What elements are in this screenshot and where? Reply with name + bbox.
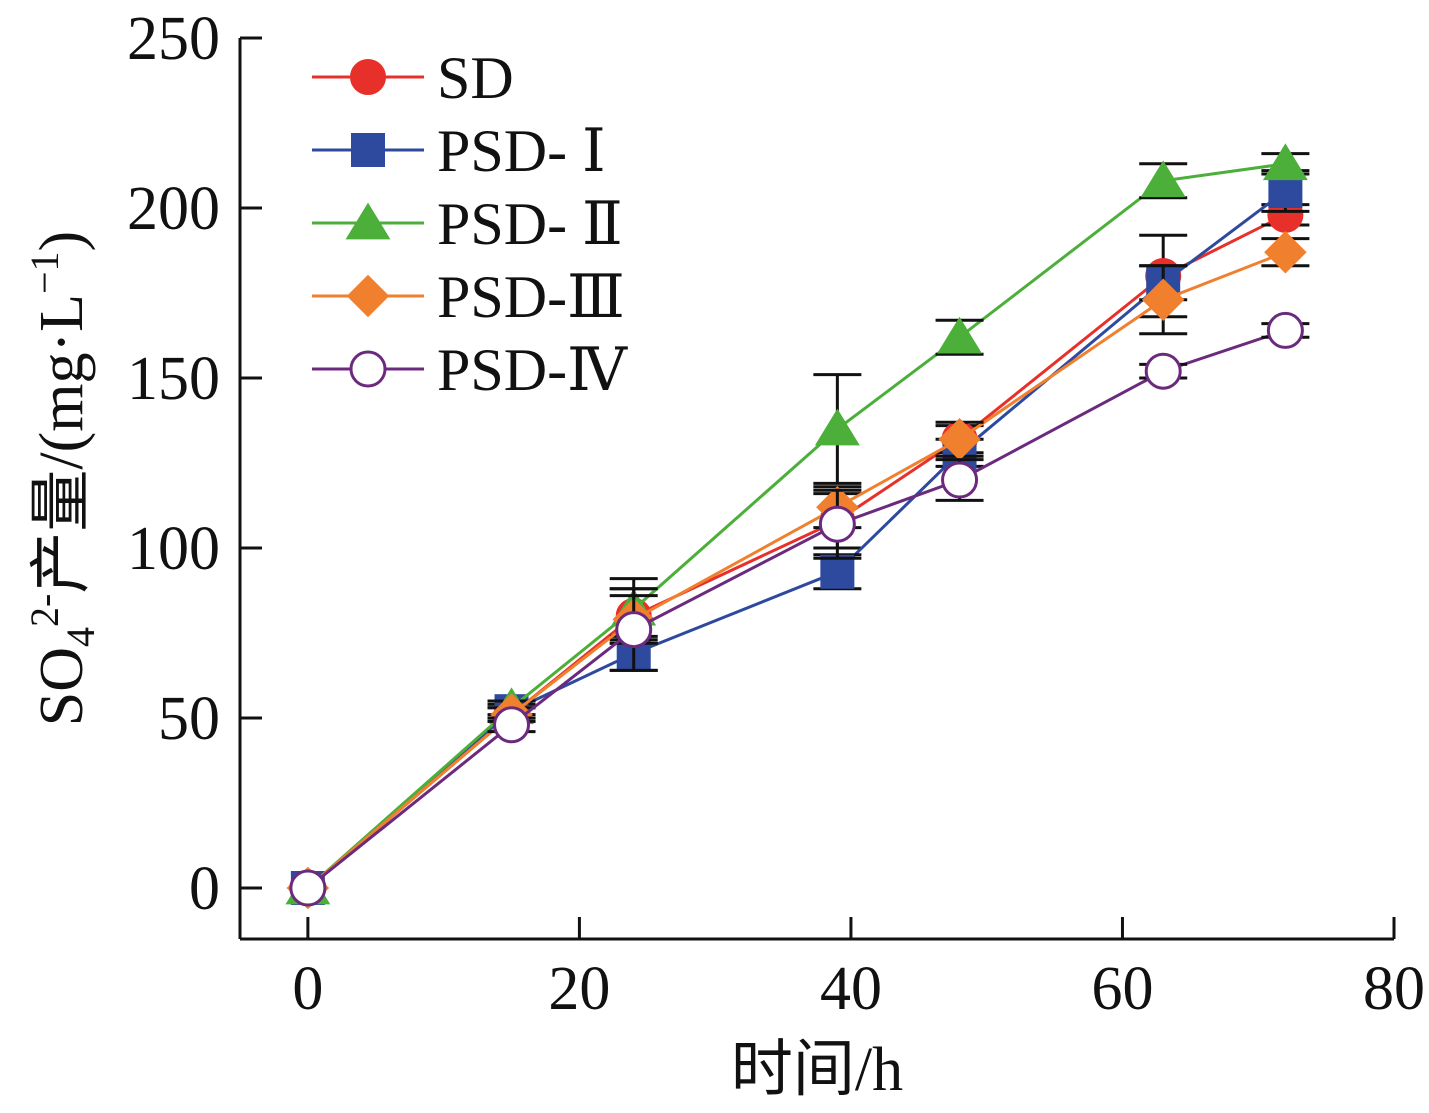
series-5 xyxy=(289,311,1310,907)
data-point xyxy=(818,505,856,543)
axes xyxy=(238,38,1394,941)
y-tick-label: 250 xyxy=(127,5,220,73)
legend-marker xyxy=(350,59,386,95)
x-tick-label: 60 xyxy=(1091,955,1153,1023)
y-axis-title-sup: 2- xyxy=(22,594,67,627)
y-tick-label: 100 xyxy=(127,515,220,583)
series-line xyxy=(306,328,1286,890)
y-axis-title-close: ) xyxy=(28,231,96,252)
legend: SD PSD- Ⅰ PSD- Ⅱ PSD-Ⅲ PSD-Ⅳ xyxy=(312,45,628,403)
legend-entry-3: PSD- Ⅱ xyxy=(312,191,623,257)
series-3 xyxy=(285,143,1310,905)
x-tick-label: 40 xyxy=(820,955,882,1023)
y-axis-title: SO42-产量/(mg·L−1) xyxy=(22,231,103,726)
series-4 xyxy=(286,230,1310,910)
data-point xyxy=(820,554,855,589)
data-point xyxy=(938,417,981,461)
data-point xyxy=(1141,278,1185,322)
series-layer xyxy=(285,143,1310,910)
legend-label: PSD-Ⅳ xyxy=(437,337,628,403)
data-point xyxy=(493,706,531,744)
ticks: 0 50 100 150 200 250 0 20 40 60 80 xyxy=(127,5,1425,1023)
y-tick-label: 50 xyxy=(158,685,220,753)
data-point xyxy=(941,461,979,499)
legend-marker xyxy=(346,274,390,318)
y-axis-title-base: SO xyxy=(28,647,96,726)
data-point xyxy=(814,408,860,446)
legend-label: SD xyxy=(437,45,514,111)
x-axis-title: 时间/h xyxy=(731,1036,903,1104)
legend-entry-1: SD xyxy=(312,45,514,111)
data-point xyxy=(1262,143,1308,181)
data-point xyxy=(937,316,982,354)
legend-entry-5: PSD-Ⅳ xyxy=(312,337,628,403)
x-tick-label: 80 xyxy=(1363,955,1425,1023)
data-point xyxy=(1144,352,1182,390)
legend-marker xyxy=(351,133,385,167)
data-point xyxy=(1264,230,1307,274)
legend-marker xyxy=(349,350,387,388)
data-point xyxy=(289,869,327,907)
legend-label: PSD- Ⅰ xyxy=(437,118,606,184)
legend-marker xyxy=(345,202,391,240)
y-axis-title-sub: 4 xyxy=(58,627,103,647)
x-tick-label: 20 xyxy=(548,955,610,1023)
data-point xyxy=(615,611,653,649)
y-tick-label: 150 xyxy=(127,345,220,413)
legend-label: PSD-Ⅲ xyxy=(437,264,625,330)
y-tick-label: 0 xyxy=(189,855,220,923)
data-point xyxy=(1266,311,1304,349)
y-axis-title-sup2: −1 xyxy=(22,251,67,294)
x-tick-label: 0 xyxy=(292,955,323,1023)
y-tick-label: 200 xyxy=(127,175,220,243)
y-axis-title-rest: 产量/(mg·L xyxy=(28,294,96,594)
legend-entry-2: PSD- Ⅰ xyxy=(312,118,606,184)
legend-label: PSD- Ⅱ xyxy=(437,191,623,257)
legend-entry-4: PSD-Ⅲ xyxy=(312,264,625,330)
data-point xyxy=(1140,160,1186,198)
